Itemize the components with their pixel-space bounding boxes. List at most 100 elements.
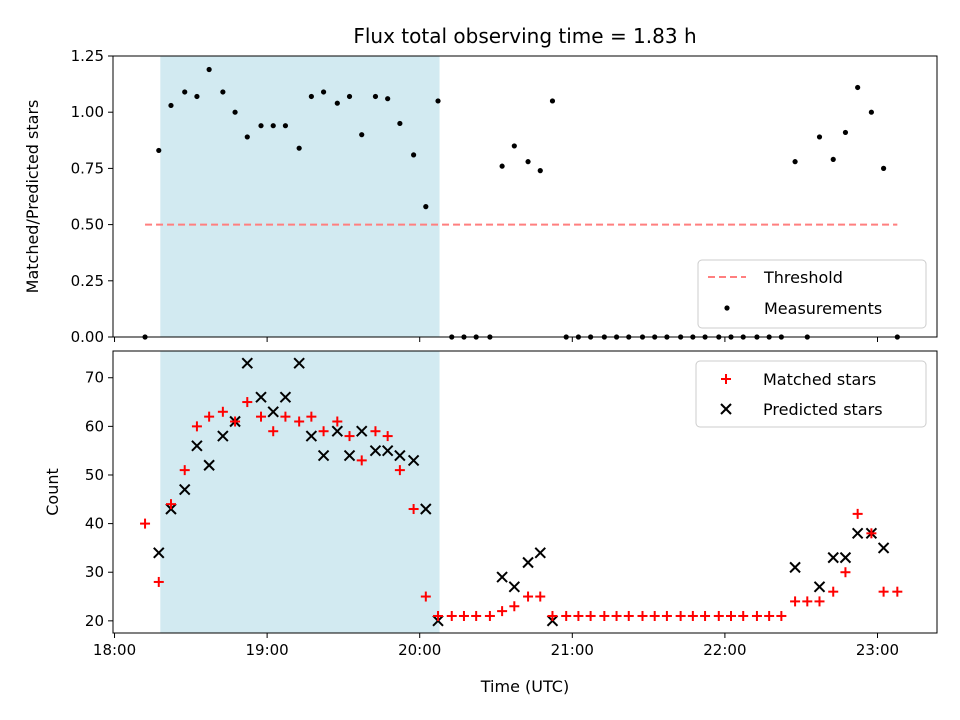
measurement-point [156, 147, 162, 154]
matched-point [332, 416, 343, 427]
measurement-point [525, 159, 531, 165]
matched-point [828, 586, 839, 597]
x-tick-label: 23:00 [856, 641, 899, 659]
predicted-point [381, 444, 394, 457]
matched-point [356, 455, 367, 466]
x-tick-label: 18:00 [93, 641, 136, 659]
predicted-point [839, 551, 852, 564]
predicted-point [394, 449, 406, 462]
measurement-point [868, 109, 874, 115]
matched-point [866, 528, 877, 539]
predicted-point [305, 430, 318, 442]
cross-b [877, 542, 890, 554]
cross-b [203, 459, 215, 471]
measurement-point [346, 93, 353, 100]
cross-b [381, 444, 394, 457]
matched-point [294, 416, 305, 427]
matched-point [878, 586, 889, 597]
measurement-point [411, 152, 417, 158]
matched-point [382, 431, 393, 442]
cross-b [508, 581, 521, 593]
matched-point [344, 431, 355, 442]
count-legend: Matched stars Predicted stars [695, 360, 927, 428]
predicted-point [203, 459, 215, 471]
measurement-point [397, 120, 403, 127]
matched-point [471, 610, 482, 621]
matched-point [535, 591, 546, 602]
cross-b [331, 425, 344, 437]
y-tick-label: 1.00 [71, 103, 104, 121]
predicted-point [267, 406, 279, 418]
count-y-axis-label: Count [43, 468, 62, 516]
measurement-point [842, 129, 849, 136]
matched-point [394, 465, 405, 476]
measurement-point [549, 98, 556, 104]
measurement-point [270, 123, 276, 129]
measurement-point [334, 100, 340, 106]
matched-point [637, 610, 648, 621]
matched-point [776, 610, 787, 621]
matched-point [649, 610, 660, 621]
measurement-point [194, 93, 200, 100]
count-axes-frame [112, 350, 938, 634]
matched-point [280, 411, 291, 422]
measurement-point [168, 102, 174, 109]
measurement-point [320, 89, 327, 95]
predicted-point [241, 357, 253, 369]
legend-predicted-swatch [720, 403, 732, 415]
y-tick-label: 1.25 [71, 47, 104, 65]
predicted-point [255, 391, 267, 403]
legend-measurements-swatch [724, 305, 730, 311]
matched-point [840, 567, 851, 578]
matched-point [661, 610, 672, 621]
matched-point [242, 397, 253, 408]
matched-point [408, 504, 419, 515]
measurement-point [537, 168, 543, 174]
y-tick-label: 60 [85, 417, 104, 435]
matched-point [751, 610, 762, 621]
cross-b [369, 444, 382, 457]
matched-point [700, 610, 711, 621]
cross-b [496, 571, 508, 583]
y-tick-label: 40 [85, 515, 104, 533]
observing-window-shade [160, 351, 440, 633]
matched-point [230, 416, 241, 427]
cross-b [522, 556, 534, 569]
measurement-point [880, 165, 887, 171]
matched-point [573, 610, 584, 621]
observing-window-shade [160, 56, 440, 337]
matched-point [256, 411, 267, 422]
predicted-point [496, 571, 508, 583]
matched-point [713, 610, 724, 621]
cross-b [241, 357, 253, 369]
figure-title: Flux total observing time = 1.83 h [353, 24, 696, 48]
matched-point [509, 601, 520, 612]
matched-point [585, 610, 596, 621]
x-axis-label: Time (UTC) [480, 677, 569, 696]
legend-measurements-label: Measurements [764, 299, 882, 318]
cross-b [813, 581, 826, 593]
measurement-point [385, 96, 391, 102]
cross-b [827, 551, 839, 564]
predicted-point [179, 483, 191, 496]
measurement-point [182, 89, 188, 95]
matched-point [561, 610, 572, 621]
matched-point [523, 591, 534, 602]
matched-point [852, 508, 863, 519]
measurement-point [816, 134, 823, 140]
matched-point [675, 610, 686, 621]
cross-b [789, 561, 801, 574]
cross-b [179, 483, 191, 496]
matched-point [204, 411, 215, 422]
cross-b [851, 527, 864, 540]
matched-point [433, 610, 444, 621]
matched-point [446, 610, 457, 621]
y-tick-label: 0.75 [71, 159, 104, 177]
measurement-point [423, 204, 429, 210]
matched-point [547, 610, 558, 621]
ratio-panel: 0.00 0.25 0.50 0.75 1.00 1.25 Threshold Measur… [23, 47, 938, 346]
matched-point [623, 610, 634, 621]
matched-point [191, 421, 202, 432]
cross-b [153, 547, 165, 559]
